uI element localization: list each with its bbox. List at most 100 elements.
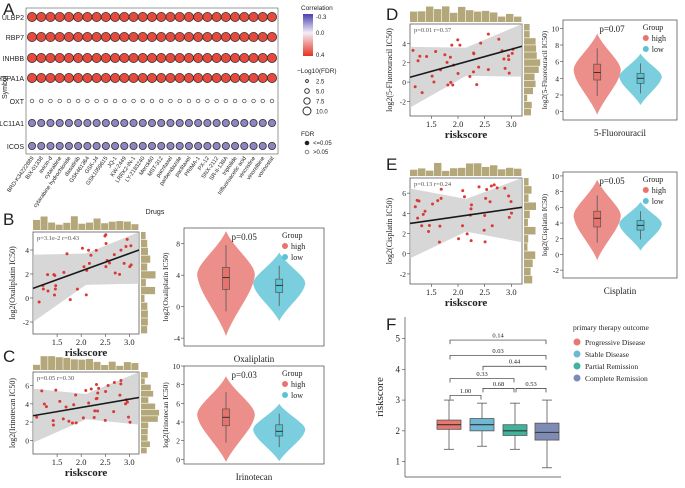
scatter-point: [112, 380, 116, 384]
histogram-bar: [524, 202, 536, 211]
axis-title-x: Irinotecan: [236, 472, 273, 482]
legend-title-group: Group: [282, 231, 302, 240]
axis-title-y: log2(Cisplatin IC50): [540, 193, 549, 256]
dot-marker: [63, 73, 74, 84]
scatter-point: [471, 70, 475, 74]
dot-marker: [267, 141, 276, 150]
scatter-point: [35, 415, 39, 419]
dot-marker: [119, 11, 130, 22]
histogram-bar: [442, 6, 450, 22]
dot-marker: [230, 73, 241, 84]
dot-marker: [54, 53, 65, 64]
scatter-point: [489, 184, 493, 188]
histogram-bar: [33, 364, 40, 370]
scatter-point: [421, 212, 425, 216]
panel-letter-b: B: [3, 210, 14, 229]
size-legend-dot: [304, 88, 310, 94]
histogram-bar: [141, 372, 148, 378]
scatter-point: [108, 261, 112, 265]
dot-marker: [111, 141, 120, 150]
legend-title-group: Group: [643, 23, 663, 32]
comparison-bracket: [449, 355, 547, 360]
scatter-point: [445, 60, 449, 64]
x-tick-label: 2.0: [453, 287, 464, 297]
y-tick-label: 4: [25, 246, 29, 255]
box: [275, 424, 284, 437]
dot-marker: [36, 32, 47, 43]
scatter-point: [81, 416, 85, 420]
dot-marker: [92, 119, 101, 128]
dot-marker: [194, 141, 203, 150]
dot-marker: [211, 73, 222, 84]
legend-dot-high: [642, 35, 649, 41]
scatter-point: [87, 401, 91, 405]
dot-marker: [36, 73, 47, 84]
box-partial-remission: [502, 424, 528, 436]
x-tick-label: 2.0: [453, 119, 464, 129]
axis-title-y: log2(5-Fluorouracil IC50): [540, 30, 549, 109]
legend-dot: [573, 338, 581, 346]
histogram-bar: [40, 356, 48, 370]
histogram-bar: [524, 94, 528, 102]
scatter-point: [84, 293, 88, 297]
dot-marker: [110, 53, 121, 64]
legend-label-high: high: [652, 186, 666, 195]
comparison-p-value: 1.00: [460, 388, 471, 395]
histogram-bar: [141, 279, 146, 287]
y-tick-label: 2: [176, 437, 180, 446]
scatter-point: [89, 387, 93, 391]
histogram-bar: [141, 397, 149, 403]
dot-marker: [100, 53, 111, 64]
confidence-band: [33, 232, 139, 323]
scatter-point: [40, 389, 44, 393]
dot-marker: [220, 53, 231, 64]
dot-marker: [157, 141, 166, 150]
dot-marker: [26, 11, 37, 22]
scatter-point: [61, 417, 65, 421]
scatter-point: [74, 393, 78, 397]
histogram-bar: [141, 302, 148, 310]
dot-marker: [239, 53, 250, 64]
dot-marker: [64, 119, 73, 128]
histogram-bar: [141, 416, 158, 422]
scatter-point: [477, 65, 481, 69]
box: [222, 266, 230, 290]
axis-title-y: log2(5-Fluorouracil IC50): [385, 28, 394, 112]
axis-title-y: log2(Oxaliplatin IC50): [161, 252, 170, 321]
dot-marker: [258, 119, 267, 128]
histogram-bar: [524, 66, 539, 73]
scatter-point: [483, 240, 487, 244]
panel-b-violin: -4 0 4 8 p=0.05 Group high low Oxaliplatin log2(O…: [161, 227, 325, 364]
legend-label: Partial Remission: [585, 362, 638, 371]
panel-e-violin: -2 0 2 4 6 8 10 p=0.05 Group high low Cisplatin log2…: [540, 171, 678, 296]
scatter-point: [94, 248, 98, 252]
dot-marker: [100, 73, 111, 84]
histogram-bar: [141, 384, 151, 391]
legend-label: Complete Remission: [585, 374, 648, 383]
dot-marker: [131, 98, 136, 104]
dot-marker: [146, 32, 157, 43]
y-tick-label: 4: [555, 74, 559, 83]
dot-marker: [140, 98, 145, 104]
dot-marker: [82, 11, 93, 22]
histogram-bar: [498, 16, 506, 22]
histogram-bar: [524, 24, 530, 31]
fdr-legend-label: >0.05: [313, 150, 329, 156]
dot-marker: [269, 98, 275, 104]
dot-marker: [223, 98, 228, 104]
scatter-point: [425, 55, 429, 59]
scatter-point: [104, 241, 108, 245]
dot-marker: [128, 53, 139, 64]
dot-marker: [266, 53, 277, 64]
histogram-bar: [141, 232, 146, 240]
dot-marker: [111, 119, 120, 128]
histogram-bar: [141, 318, 148, 326]
scatter-point: [62, 270, 66, 274]
scatter-point: [461, 189, 465, 193]
x-tick-label: 1.5: [426, 287, 437, 297]
dot-marker: [48, 98, 53, 104]
histogram-bar: [514, 16, 522, 22]
legend-label-high: high: [291, 380, 305, 389]
comparison-bracket: [449, 378, 515, 383]
y-tick-label: 1: [396, 457, 401, 467]
